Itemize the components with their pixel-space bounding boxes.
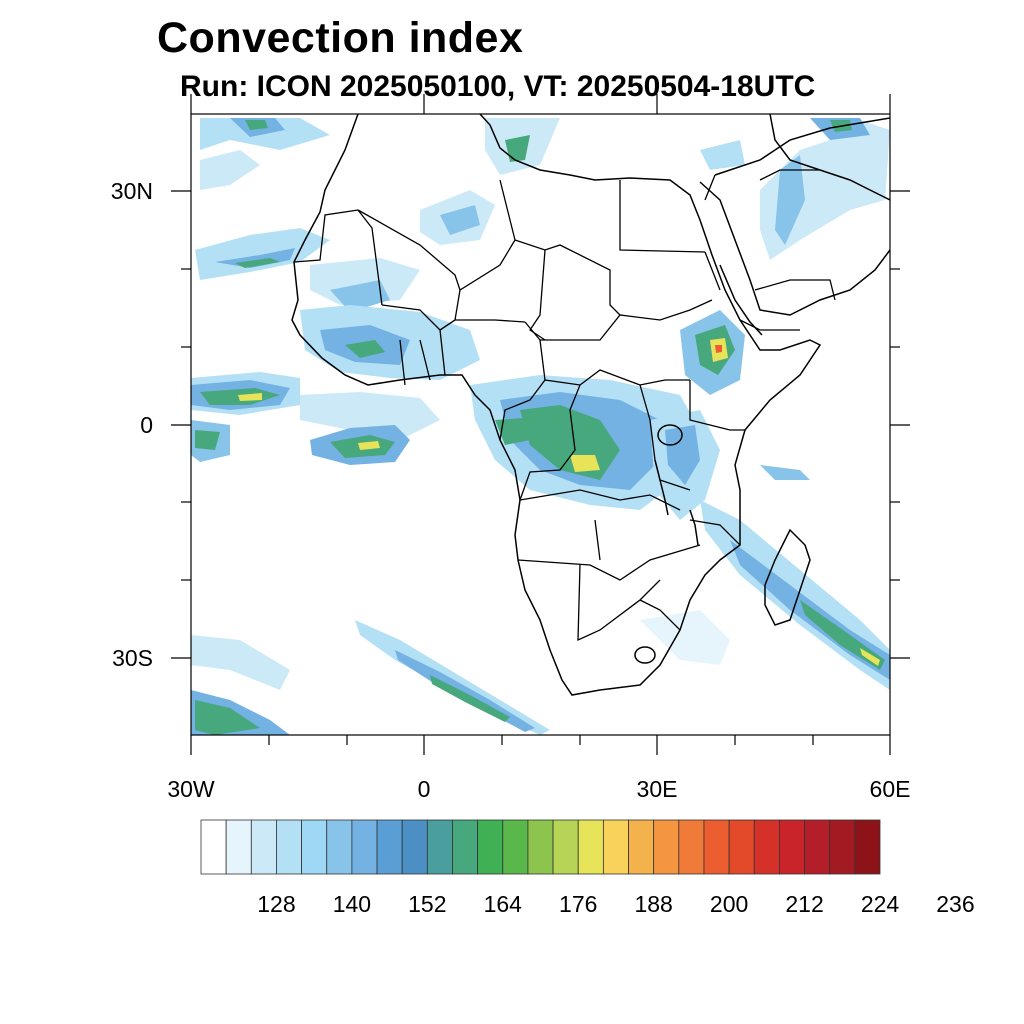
madagascar-coastline xyxy=(764,528,811,626)
colorbar-swatch xyxy=(225,819,252,875)
africa-coastline xyxy=(291,114,822,696)
colorbar-label: 188 xyxy=(634,891,672,917)
x-tick-label: 30W xyxy=(167,776,215,802)
colorbar-label: 128 xyxy=(257,891,295,917)
colorbar-swatch xyxy=(703,819,730,875)
lakes xyxy=(634,424,699,664)
colorbar-label: 140 xyxy=(333,891,371,917)
colorbar-swatch xyxy=(728,819,755,875)
arabia-coastline xyxy=(699,117,890,316)
colorbar-label: 212 xyxy=(785,891,823,917)
colorbar-swatch xyxy=(653,819,680,875)
colorbar-swatch xyxy=(276,819,302,875)
map-subtitle: Run: ICON 2025050100, VT: 20250504-18UTC xyxy=(180,70,816,103)
colorbar-swatch xyxy=(628,819,655,875)
colorbar-label: 152 xyxy=(408,891,446,917)
colorbar-swatch xyxy=(200,819,227,875)
colorbar-swatch xyxy=(401,819,428,875)
colorbar-swatch xyxy=(829,819,856,875)
colorbar xyxy=(200,819,881,875)
lake-tanganyika xyxy=(654,459,669,516)
map-title: Convection index xyxy=(157,14,524,62)
colorbar-swatch xyxy=(678,819,705,875)
tick-marks xyxy=(171,94,910,755)
x-tick-label: 0 xyxy=(418,776,431,802)
x-tick-labels: 30W 0 30E 60E xyxy=(167,776,910,802)
colorbar-labels: 128 140 152 164 176 188 200 212 224 236 xyxy=(257,891,974,917)
colorbar-swatch xyxy=(452,819,479,875)
colorbar-swatch xyxy=(804,819,831,875)
colorbar-swatch xyxy=(552,819,579,875)
colorbar-swatch xyxy=(477,819,504,875)
colorbar-label: 224 xyxy=(861,891,900,917)
y-tick-labels: 30N 0 30S xyxy=(111,178,153,671)
colorbar-label: 200 xyxy=(710,891,748,917)
y-tick-label: 30N xyxy=(111,178,153,204)
colorbar-swatch xyxy=(426,819,453,875)
colorbar-swatch xyxy=(351,819,378,875)
colorbar-swatch xyxy=(326,819,353,875)
x-tick-label: 60E xyxy=(870,776,911,802)
y-tick-label: 30S xyxy=(112,645,153,671)
colorbar-swatch xyxy=(779,819,805,875)
shade-canary-band xyxy=(195,228,330,280)
colorbar-swatch xyxy=(250,819,277,875)
colorbar-label: 236 xyxy=(936,891,974,917)
lake-malawi xyxy=(689,509,699,546)
colorbar-swatch xyxy=(527,819,554,875)
colorbar-swatch xyxy=(301,819,328,875)
convection-shading xyxy=(191,118,890,735)
country-borders xyxy=(293,169,836,642)
colorbar-swatch xyxy=(602,819,629,875)
colorbar-label: 164 xyxy=(484,891,523,917)
shade-south-atlantic-front xyxy=(355,620,550,735)
colorbar-label: 176 xyxy=(559,891,597,917)
colorbar-swatch xyxy=(577,819,604,875)
lake-victoria xyxy=(657,424,683,446)
x-tick-label: 30E xyxy=(637,776,678,802)
colorbar-swatch xyxy=(854,819,881,875)
y-tick-label: 0 xyxy=(140,412,153,438)
colorbar-swatch xyxy=(753,819,780,875)
lesotho xyxy=(634,646,656,664)
colorbar-swatch xyxy=(376,819,403,875)
colorbar-swatch xyxy=(502,819,529,875)
